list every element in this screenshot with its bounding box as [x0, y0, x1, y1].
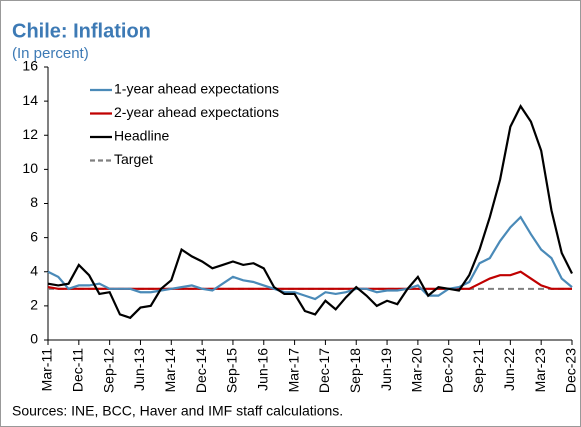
- x-tick-label: Sep-21: [470, 348, 486, 393]
- chart-subtitle: (In percent): [12, 45, 89, 62]
- y-tick-label: 4: [30, 262, 38, 278]
- x-tick-label: Jun-22: [501, 348, 517, 391]
- x-tick-label: Dec-20: [439, 348, 455, 393]
- y-tick-label: 14: [22, 92, 38, 108]
- x-tick-label: Sep-18: [347, 348, 363, 393]
- x-tick-label: Jun-16: [254, 348, 270, 391]
- legend-label: 2-year ahead expectations: [114, 104, 279, 120]
- y-tick-label: 6: [30, 228, 38, 244]
- y-tick-label: 16: [22, 58, 38, 74]
- x-tick-label: Dec-11: [70, 348, 86, 392]
- legend-label: Target: [114, 151, 153, 167]
- x-tick-label: Mar-11: [39, 348, 55, 392]
- x-tick-label: Dec-17: [316, 348, 332, 393]
- y-tick-label: 12: [22, 126, 38, 142]
- y-tick-label: 2: [30, 297, 38, 313]
- x-tick-label: Dec-23: [563, 348, 579, 393]
- y-tick-label: 8: [30, 194, 38, 210]
- x-tick-label: Jun-19: [378, 348, 394, 391]
- chart-title: Chile: Inflation: [12, 20, 151, 42]
- x-tick-label: Mar-23: [532, 348, 548, 393]
- legend-label: Headline: [114, 128, 169, 144]
- x-tick-label: Mar-17: [285, 348, 301, 393]
- source-note: Sources: INE, BCC, Haver and IMF staff c…: [12, 403, 343, 419]
- x-tick-label: Mar-14: [162, 348, 178, 393]
- series-line: [47, 270, 572, 290]
- x-tick-label: Jun-13: [131, 348, 147, 391]
- series-line: [47, 104, 573, 320]
- x-tick-label: Dec-14: [193, 348, 209, 393]
- y-tick-label: 10: [22, 160, 38, 176]
- series-line: [47, 215, 573, 301]
- legend-label: 1-year ahead expectations: [114, 81, 279, 97]
- y-tick-label: 0: [30, 331, 38, 347]
- x-tick-label: Sep-15: [224, 348, 240, 393]
- x-tick-label: Sep-12: [100, 348, 116, 393]
- x-tick-label: Mar-20: [409, 348, 425, 393]
